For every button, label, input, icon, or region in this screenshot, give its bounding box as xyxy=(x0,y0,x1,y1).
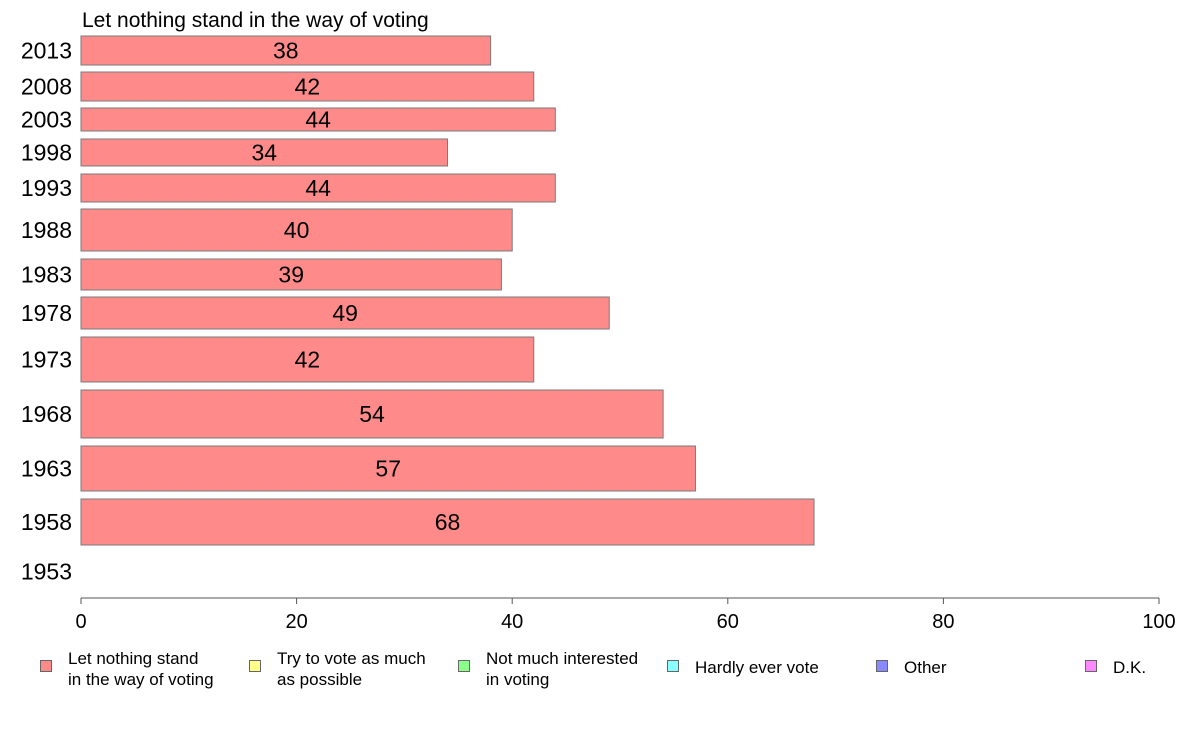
category-label: 1978 xyxy=(21,300,72,326)
bar xyxy=(80,296,610,330)
data-label: 68 xyxy=(435,509,461,535)
legend-item: Let nothing stand in the way of voting xyxy=(40,648,214,690)
bar xyxy=(80,445,696,492)
legend-swatch xyxy=(667,660,679,672)
bar xyxy=(80,138,449,167)
legend-swatch xyxy=(249,660,261,672)
data-label: 42 xyxy=(295,347,321,373)
bar xyxy=(80,71,535,102)
bar xyxy=(80,35,492,66)
x-tick-label: 100 xyxy=(1142,611,1175,633)
legend-swatch xyxy=(40,660,52,672)
legend-label: Let nothing stand in the way of voting xyxy=(68,649,214,689)
legend-label: D.K. xyxy=(1113,658,1147,677)
category-label: 1973 xyxy=(21,347,72,373)
x-tick-label: 40 xyxy=(501,611,523,633)
category-label: 1993 xyxy=(21,175,72,201)
data-label: 44 xyxy=(305,107,331,133)
legend-swatch xyxy=(1085,660,1097,672)
legend-label: Other xyxy=(904,658,947,677)
x-tick-label: 60 xyxy=(717,611,739,633)
legend-swatch xyxy=(458,660,470,672)
category-label: 2008 xyxy=(21,74,72,100)
x-tick-label: 80 xyxy=(932,611,954,633)
legend-swatch xyxy=(876,660,888,672)
bar xyxy=(80,498,815,546)
x-tick-label: 0 xyxy=(75,611,86,633)
data-label: 40 xyxy=(284,217,310,243)
legend-item: Not much interested in voting xyxy=(458,648,638,690)
bar xyxy=(80,173,556,203)
category-label: 1968 xyxy=(21,401,72,427)
x-tick-label: 20 xyxy=(285,611,307,633)
data-label: 49 xyxy=(332,300,358,326)
data-label: 38 xyxy=(273,38,299,64)
data-label: 57 xyxy=(375,456,401,482)
category-label: 1988 xyxy=(21,217,72,243)
bar xyxy=(80,208,513,252)
data-label: 34 xyxy=(251,140,277,166)
legend-item: Other xyxy=(876,648,947,678)
legend-label: Try to vote as much as possible xyxy=(277,649,426,689)
chart-title: Let nothing stand in the way of voting xyxy=(82,9,429,32)
category-label: 1953 xyxy=(21,559,72,585)
data-label: 54 xyxy=(359,401,385,427)
category-label: 2003 xyxy=(21,107,72,133)
legend-label: Not much interested in voting xyxy=(486,649,639,689)
legend-item: D.K. xyxy=(1085,648,1146,678)
data-label: 39 xyxy=(278,262,304,288)
category-label: 1963 xyxy=(21,456,72,482)
legend: Let nothing stand in the way of voting T… xyxy=(0,648,1188,696)
category-label: 1958 xyxy=(21,509,72,535)
bar xyxy=(80,258,502,291)
bar xyxy=(80,389,664,439)
bar xyxy=(80,336,535,383)
category-label: 1998 xyxy=(21,140,72,166)
data-label: 42 xyxy=(295,74,321,100)
legend-item: Hardly ever vote xyxy=(667,648,819,678)
legend-item: Try to vote as much as possible xyxy=(249,648,426,690)
category-label: 2013 xyxy=(21,38,72,64)
category-label: 1983 xyxy=(21,262,72,288)
bar xyxy=(80,107,556,132)
legend-label: Hardly ever vote xyxy=(695,658,819,677)
data-label: 44 xyxy=(305,175,331,201)
